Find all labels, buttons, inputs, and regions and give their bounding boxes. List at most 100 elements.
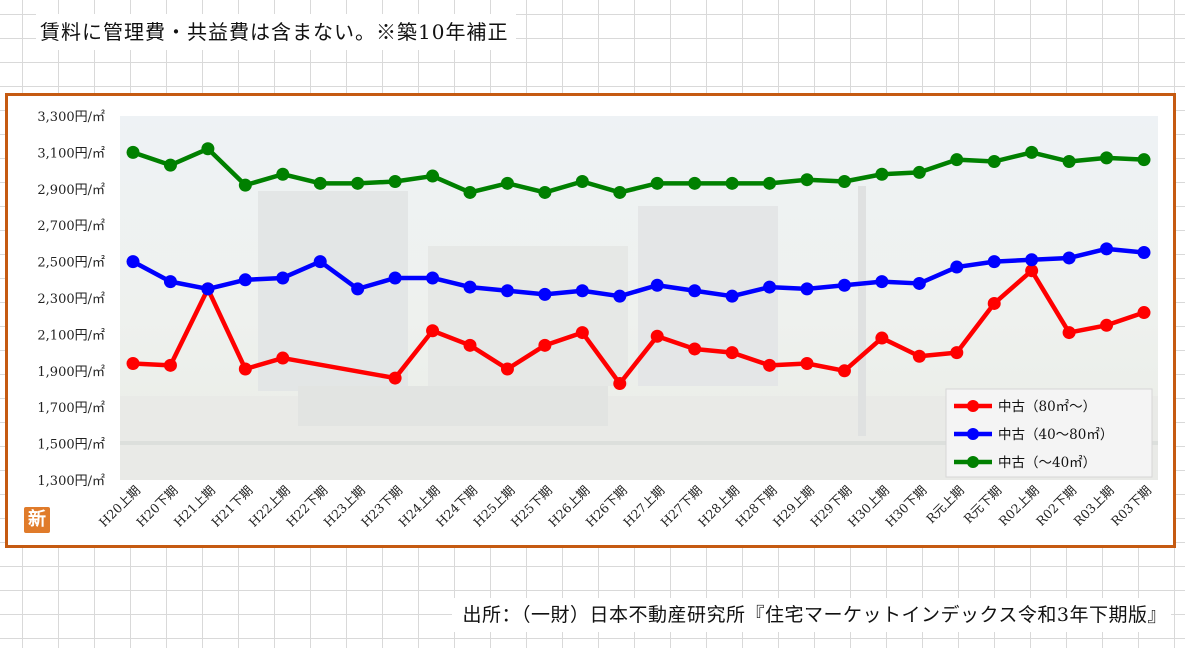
y-tick-label: 1,900円/㎡ — [37, 365, 105, 380]
data-point — [613, 377, 627, 391]
data-point — [950, 346, 964, 360]
series-line — [132, 268, 1145, 386]
x-tick-label: R02上期 — [996, 483, 1042, 529]
data-point — [613, 289, 627, 303]
data-point — [1025, 264, 1039, 278]
data-point — [650, 278, 664, 292]
data-point — [1062, 155, 1076, 168]
data-point — [837, 175, 851, 189]
x-tick-label: R03下期 — [1108, 483, 1154, 529]
data-point — [837, 278, 851, 292]
data-point — [238, 362, 252, 376]
data-point — [426, 324, 440, 338]
data-point — [500, 284, 514, 298]
header-note: 賃料に管理費・共益費は含まない。※築10年補正 — [36, 14, 517, 50]
y-tick-label: 2,900円/㎡ — [37, 183, 105, 198]
data-point — [201, 142, 215, 156]
data-point — [575, 326, 589, 340]
data-point — [538, 185, 552, 199]
data-point — [1100, 318, 1114, 332]
data-point — [126, 357, 140, 371]
data-point — [912, 165, 926, 179]
data-point — [1062, 326, 1076, 340]
data-point — [875, 331, 889, 345]
source-note: 出所：（一財）日本不動産研究所『住宅マーケットインデックス令和3年下期版』 — [452, 598, 1171, 632]
data-point — [463, 280, 477, 294]
legend-item: 中古（40～80㎡） — [954, 427, 1113, 443]
data-point — [388, 271, 402, 285]
data-point — [800, 173, 814, 187]
data-point — [575, 284, 589, 298]
data-point — [238, 178, 252, 192]
data-point — [987, 155, 1001, 168]
data-point — [650, 176, 664, 190]
data-point — [725, 176, 739, 190]
data-point — [763, 176, 777, 190]
data-point — [763, 358, 777, 372]
data-point — [126, 145, 140, 159]
series-3 — [126, 142, 1151, 199]
data-point — [912, 349, 926, 363]
y-tick-label: 3,300円/㎡ — [37, 110, 105, 125]
data-point — [351, 282, 365, 296]
data-point — [500, 176, 514, 190]
data-point — [163, 358, 177, 372]
legend: 中古（80㎡～） 中古（40～80㎡） 中古（～40㎡） — [945, 388, 1153, 478]
series-2 — [126, 242, 1151, 303]
data-point — [987, 255, 1001, 269]
data-point — [163, 158, 177, 172]
data-point — [388, 371, 402, 385]
data-point — [688, 342, 702, 356]
data-point — [238, 273, 252, 287]
y-tick-label: 2,100円/㎡ — [37, 328, 105, 343]
data-point — [800, 357, 814, 371]
data-point — [388, 175, 402, 189]
y-tick-label: 2,500円/㎡ — [37, 256, 105, 271]
data-point — [650, 329, 664, 343]
data-point — [575, 175, 589, 189]
data-point — [126, 255, 140, 269]
data-point — [1025, 253, 1039, 267]
data-point — [763, 280, 777, 294]
data-point — [426, 169, 440, 183]
data-point — [688, 176, 702, 190]
data-point — [163, 275, 177, 289]
data-point — [276, 351, 290, 365]
legend-label: 中古（40～80㎡） — [998, 427, 1113, 443]
y-tick-label: 1,300円/㎡ — [37, 474, 105, 489]
line-chart: 1,300円/㎡ 1,500円/㎡ 1,700円/㎡ 1,900円/㎡ 2,100円/㎡… — [37, 110, 1158, 530]
brand-logo: 新 — [24, 507, 50, 533]
x-tick-label: R元上期 — [923, 483, 967, 527]
data-point — [313, 176, 327, 190]
y-tick-label: 2,300円/㎡ — [37, 292, 105, 307]
x-tick-label: R03上期 — [1070, 483, 1116, 529]
data-point — [613, 185, 627, 199]
data-point — [875, 167, 889, 181]
legend-item: 中古（80㎡～） — [954, 399, 1096, 415]
data-point — [1025, 145, 1039, 159]
x-tick-label: H30下期 — [882, 483, 929, 530]
y-tick-label: 3,100円/㎡ — [37, 146, 105, 161]
data-point — [688, 284, 702, 298]
series-line — [131, 246, 1145, 299]
series-1 — [126, 264, 1151, 391]
data-point — [313, 255, 327, 269]
y-tick-label: 2,700円/㎡ — [37, 219, 105, 234]
x-tick-label: R02下期 — [1033, 483, 1079, 529]
data-point — [463, 185, 477, 199]
data-point — [950, 153, 964, 167]
data-point — [463, 338, 477, 352]
data-point — [1137, 306, 1151, 320]
series-line — [132, 146, 1145, 195]
data-point — [912, 276, 926, 290]
data-point — [950, 260, 964, 274]
data-point — [837, 364, 851, 378]
data-point — [538, 338, 552, 352]
data-point — [351, 176, 365, 190]
data-point — [538, 287, 552, 301]
legend-item: 中古（～40㎡） — [954, 455, 1096, 471]
data-point — [725, 289, 739, 303]
data-point — [1100, 151, 1114, 165]
data-point — [800, 282, 814, 296]
data-point — [276, 271, 290, 285]
